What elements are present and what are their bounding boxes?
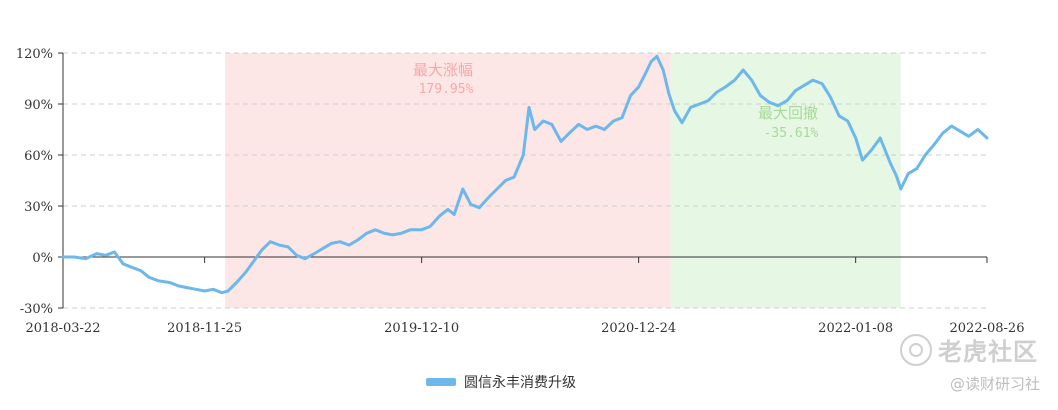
x-tick-label: 2020-12-24 [601, 321, 676, 336]
legend-label: 圆信永丰消费升级 [464, 375, 576, 391]
y-tick-label: 120% [16, 47, 53, 62]
y-tick-label: 0% [32, 251, 53, 266]
annotation-value-0: 179.95% [419, 82, 474, 97]
x-tick-label: 2018-03-22 [26, 321, 101, 336]
x-tick-label: 2022-08-26 [950, 321, 1025, 336]
annotation-value-1: -35.61% [764, 126, 819, 141]
tiger-logo-icon [900, 333, 932, 366]
x-tick-label: 2018-11-25 [167, 321, 242, 336]
watermark: 老虎社区 [900, 332, 1038, 367]
watermark-sub: @读财研习社 [949, 375, 1040, 393]
annotation-band-1 [670, 53, 901, 308]
legend-swatch [426, 378, 456, 386]
legend[interactable]: 圆信永丰消费升级 [426, 372, 576, 392]
watermark-brand: 老虎社区 [938, 338, 1038, 366]
annotation-band-0 [225, 53, 671, 308]
y-tick-label: 30% [24, 200, 53, 215]
series-line-0 [61, 54, 989, 295]
x-tick-label: 2022-01-08 [818, 321, 893, 336]
annotation-label-1: 最大回撤 [758, 104, 818, 122]
annotation-label-0: 最大涨幅 [413, 61, 473, 79]
y-tick-label: -30% [20, 302, 53, 317]
y-tick-label: 60% [24, 149, 53, 164]
x-tick-label: 2019-12-10 [384, 321, 459, 336]
y-tick-label: 90% [24, 98, 53, 113]
